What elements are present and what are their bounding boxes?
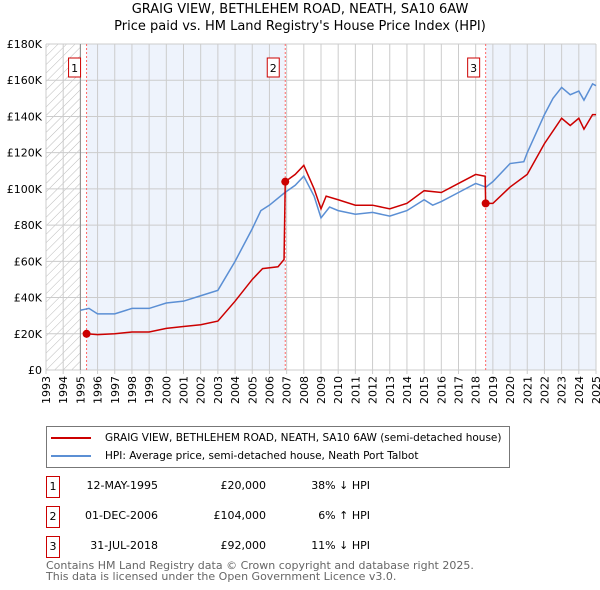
y-tick-label: £140K xyxy=(7,110,43,123)
sale-hpi-diff: 11% ↓ HPI xyxy=(311,539,370,552)
x-tick-label: 2024 xyxy=(573,376,586,404)
x-tick-label: 2001 xyxy=(178,376,191,404)
sale-date: 12-MAY-1995 xyxy=(86,479,158,492)
x-tick-label: 2004 xyxy=(229,376,242,404)
legend: GRAIG VIEW, BETHLEHEM ROAD, NEATH, SA10 … xyxy=(46,426,510,468)
sale-price: £20,000 xyxy=(220,479,267,492)
x-tick-label: 2021 xyxy=(521,376,534,404)
sale-marker-box xyxy=(467,57,481,78)
footer-line-2: This data is licensed under the Open Gov… xyxy=(46,570,397,583)
price-paid-line xyxy=(86,113,596,336)
footer: Contains HM Land Registry data © Crown c… xyxy=(46,560,474,582)
chart-title: GRAIG VIEW, BETHLEHEM ROAD, NEATH, SA10 … xyxy=(131,2,469,17)
x-tick-label: 2015 xyxy=(418,376,431,404)
x-tick-label: 2013 xyxy=(384,376,397,404)
x-tick-label: 2010 xyxy=(332,376,345,404)
sale-price: £104,000 xyxy=(213,509,267,522)
x-tick-label: 1995 xyxy=(74,376,87,404)
x-tick-label: 1997 xyxy=(109,376,122,404)
x-tick-label: 1996 xyxy=(92,376,105,404)
sale-marker-label: 2 xyxy=(46,506,60,528)
x-tick-label: 1994 xyxy=(57,376,70,404)
legend-swatch-red xyxy=(51,437,91,439)
y-tick-label: £120K xyxy=(7,147,43,160)
sale-date: 31-JUL-2018 xyxy=(90,539,158,552)
sale-marker-label: 1 xyxy=(71,62,78,75)
footer-line-1: Contains HM Land Registry data © Crown c… xyxy=(46,559,474,572)
ownership-shade-3 xyxy=(485,44,596,370)
y-tick-label: £0 xyxy=(28,364,42,377)
x-tick-label: 2017 xyxy=(453,376,466,404)
sale-hpi-diff: 38% ↓ HPI xyxy=(311,479,370,492)
y-tick-label: £40K xyxy=(14,292,43,305)
y-tick-label: £160K xyxy=(7,74,43,87)
x-tick-label: 2008 xyxy=(298,376,311,404)
y-tick-label: £100K xyxy=(7,183,43,196)
x-tick-label: 2009 xyxy=(315,376,328,404)
y-tick-label: £80K xyxy=(14,219,43,232)
x-tick-label: 2014 xyxy=(401,376,414,404)
x-tick-label: 2022 xyxy=(538,376,551,404)
legend-swatch-blue xyxy=(51,455,91,457)
x-tick-label: 1998 xyxy=(126,376,139,404)
sale-marker-label: 3 xyxy=(470,62,477,75)
sale-marker-box xyxy=(266,57,280,78)
x-tick-label: 2025 xyxy=(590,376,600,404)
sale-point xyxy=(82,329,91,338)
sale-marker-label: 2 xyxy=(270,62,277,75)
sale-hpi-diff: 6% ↑ HPI xyxy=(318,509,370,522)
x-tick-label: 2006 xyxy=(263,376,276,404)
x-tick-label: 1993 xyxy=(40,376,53,404)
hpi-line xyxy=(80,82,597,315)
x-tick-label: 2003 xyxy=(212,376,225,404)
x-tick-label: 2002 xyxy=(195,376,208,404)
price-chart: 1993 1994 1995 1996 1997 1998 1999 2000 2001 2002… xyxy=(7,38,600,404)
x-tick-label: 2019 xyxy=(487,376,500,404)
y-tick-label: £20K xyxy=(14,328,43,341)
x-tick-label: 2023 xyxy=(556,376,569,404)
x-tick-label: 2018 xyxy=(470,376,483,404)
sale-point xyxy=(281,177,290,186)
sale-date: 01-DEC-2006 xyxy=(84,509,158,522)
legend-label-hpi: HPI: Average price, semi-detached house,… xyxy=(105,450,419,462)
x-tick-label: 2020 xyxy=(504,376,517,404)
sale-marker-label: 3 xyxy=(46,536,60,558)
sale-marker-box xyxy=(68,57,82,78)
x-tick-label: 2005 xyxy=(246,376,259,404)
x-tick-label: 1999 xyxy=(143,376,156,404)
x-tick-label: 2011 xyxy=(349,376,362,404)
x-tick-label: 2012 xyxy=(367,376,380,404)
legend-label-property: GRAIG VIEW, BETHLEHEM ROAD, NEATH, SA10 … xyxy=(105,432,502,444)
x-tick-label: 2016 xyxy=(435,376,448,404)
sale-price: £92,000 xyxy=(220,539,267,552)
x-tick-label: 2007 xyxy=(281,376,294,404)
sale-marker-label: 1 xyxy=(46,476,60,498)
sale-point xyxy=(481,199,490,208)
y-tick-label: £180K xyxy=(7,38,43,51)
ownership-shade-1 xyxy=(86,44,286,370)
y-tick-label: £60K xyxy=(14,255,43,268)
chart-subtitle: Price paid vs. HM Land Registry's House … xyxy=(114,19,486,34)
x-tick-label: 2000 xyxy=(160,376,173,404)
